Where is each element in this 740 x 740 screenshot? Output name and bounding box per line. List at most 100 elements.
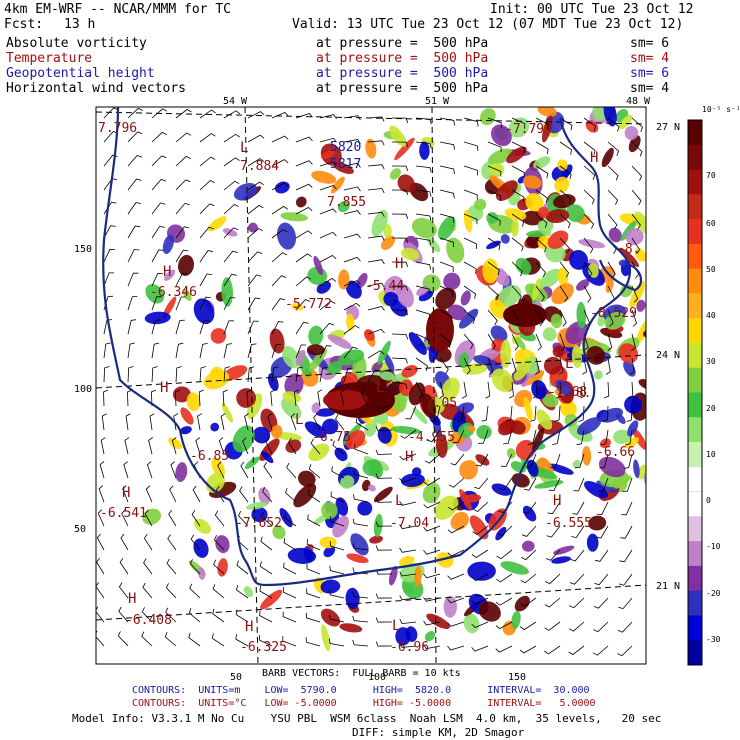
wind-barb [576, 429, 585, 446]
wind-barb [423, 620, 441, 626]
wind-barb [391, 285, 409, 292]
wind-barb [331, 466, 345, 479]
vorticity-blob [412, 467, 422, 477]
lon-label-48w: 48 W [626, 96, 651, 107]
vorticity-blob [600, 407, 624, 423]
vorticity-blob [550, 313, 563, 329]
vorticity-blob [346, 553, 369, 564]
wind-barb [127, 272, 139, 287]
wind-barb [215, 485, 225, 503]
colorbar-cell [688, 541, 702, 567]
wind-barb [607, 189, 619, 205]
wind-barb [631, 309, 638, 327]
vorticity-blob [500, 234, 510, 244]
wind-barb [164, 632, 177, 647]
colorbar-cell [688, 194, 702, 220]
init-time: Init: 00 UTC Tue 23 Oct 12 [490, 2, 694, 17]
wind-barb [247, 343, 257, 359]
wind-barb [525, 453, 537, 468]
vorticity-blob [306, 344, 325, 356]
vorticity-blob [515, 337, 526, 350]
vorticity-blob [473, 355, 493, 366]
wind-barb [96, 557, 105, 575]
vorticity-blob [603, 107, 617, 127]
vorticity-blob [389, 168, 401, 180]
wind-barb [511, 357, 517, 375]
vorticity-blob [144, 311, 171, 325]
wind-barb [391, 141, 409, 147]
wind-barb [127, 155, 143, 167]
colorbar-cell [688, 293, 702, 319]
vorticity-blob [210, 422, 220, 432]
wind-barb [496, 573, 513, 583]
wind-barb [580, 381, 586, 399]
vorticity-blob [435, 287, 457, 310]
colorbar-cell [688, 268, 702, 294]
wind-barb [607, 309, 614, 327]
wind-barb [223, 133, 241, 143]
wind-barb [199, 250, 213, 263]
wind-barb [103, 201, 117, 215]
wind-barb [367, 188, 385, 194]
lon-line-54w [244, 107, 259, 664]
wind-barb [583, 117, 596, 131]
wind-barb [530, 405, 537, 422]
wind-barb [307, 489, 321, 503]
vorticity-blob [459, 460, 478, 480]
vorticity-blob [542, 327, 557, 342]
vorticity-blob [357, 500, 373, 516]
wind-barb [329, 589, 345, 599]
colorbar-cell [688, 367, 702, 393]
wind-barb [175, 132, 192, 143]
wind-barb [123, 461, 129, 479]
wind-barb [340, 389, 346, 407]
wind-barb [282, 611, 297, 623]
vorticity-blob [629, 281, 645, 308]
lon-line-51w [431, 107, 437, 664]
wind-barb [127, 296, 138, 311]
wind-barb [583, 285, 592, 303]
colorbar-cell [687, 466, 703, 493]
wind-barb [306, 539, 321, 551]
lat-label-21n: 21 N [656, 581, 680, 592]
vorticity-blob [434, 495, 459, 520]
vorticity-blob [381, 235, 395, 250]
x-tick-100: 100 [368, 672, 386, 683]
wind-barb [522, 501, 537, 514]
wind-barb [617, 621, 633, 633]
wind-barb [607, 333, 613, 351]
wind-barb [319, 345, 332, 359]
wind-barb [367, 328, 385, 335]
vorticity-blob [497, 285, 522, 308]
wind-barb [258, 635, 273, 647]
wind-barb [481, 405, 489, 422]
wind-barb [447, 525, 465, 534]
wind-barb [471, 621, 489, 628]
wind-barb [352, 591, 369, 599]
wind-barb [415, 189, 432, 197]
wind-barb [473, 501, 489, 512]
vorticity-blob [368, 484, 376, 492]
wind-barb [629, 357, 635, 375]
wind-barb [599, 453, 609, 469]
wind-barb [572, 501, 585, 515]
wind-barb [447, 597, 465, 604]
wind-barb [142, 582, 153, 599]
wind-barb [271, 366, 279, 383]
map-annotation: 7.796 [98, 121, 137, 136]
vorticity-blob [397, 174, 415, 193]
colorbar-label: 10 [706, 450, 716, 459]
vorticity-blob [330, 176, 345, 194]
vorticity-blob [547, 230, 569, 249]
wind-barb [559, 165, 572, 180]
wind-barb [487, 141, 502, 153]
wind-barb [552, 429, 561, 445]
wind-barb [295, 321, 309, 335]
vorticity-blob [168, 437, 183, 450]
wind-barb [310, 438, 321, 455]
vorticity-blob [365, 138, 377, 159]
wind-barb [319, 208, 337, 215]
wind-barb [544, 597, 561, 608]
vorticity-blob [632, 428, 646, 450]
wind-barb [607, 261, 616, 279]
